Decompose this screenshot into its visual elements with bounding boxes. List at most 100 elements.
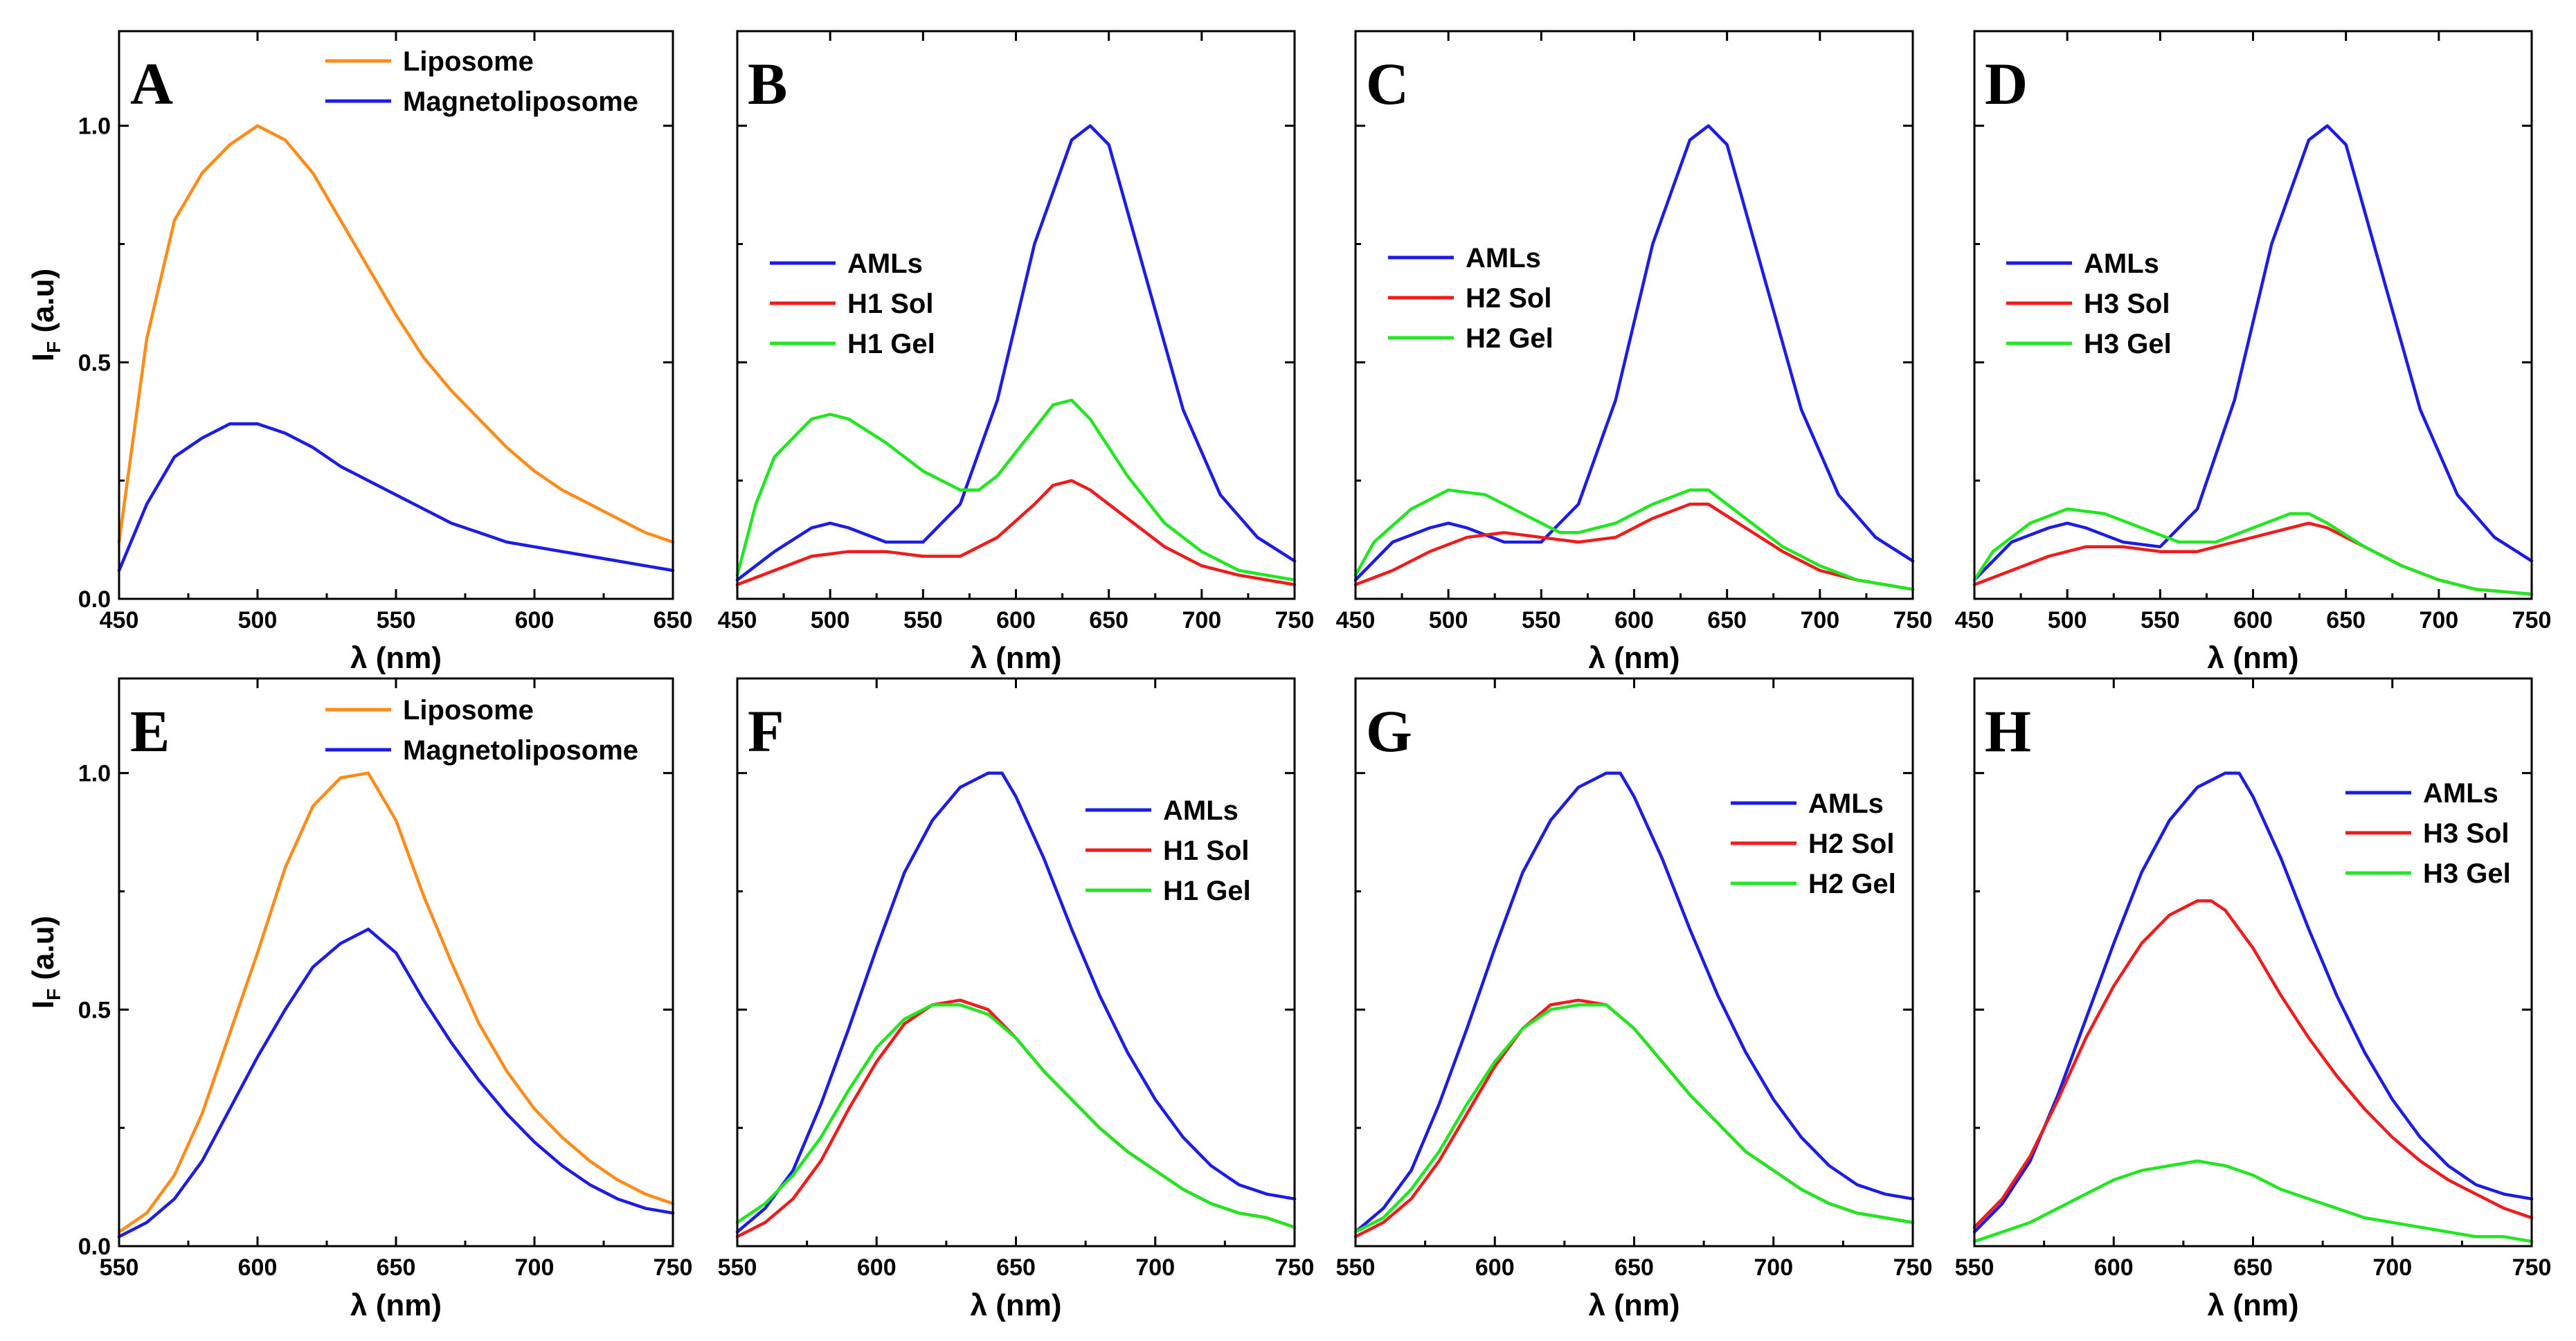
x-tick-label: 600 (1614, 607, 1654, 633)
x-tick-label: 500 (238, 607, 278, 633)
x-tick-label: 600 (515, 607, 555, 633)
x-tick-label: 450 (100, 607, 139, 633)
plot-frame (1973, 677, 2533, 1248)
x-tick-label: 700 (2419, 607, 2458, 633)
legend-label: AMLs (2084, 249, 2159, 279)
legend-label: H2 Sol (1808, 829, 1894, 859)
y-tick-label: 1.0 (78, 114, 111, 140)
panel-e: 550 600 650 700 750 0.0 0.5 1.0 λ (nm) IF (a.u) E L… (26, 677, 693, 1322)
series-h2-gel-line (1353, 488, 1915, 591)
x-tick-label: 700 (1754, 1254, 1793, 1281)
x-tick-label: 550 (2141, 607, 2180, 633)
x-tick-label: 500 (811, 607, 850, 633)
panel-letter: E (130, 698, 170, 764)
legend: AMLs H2 Sol H2 Gel (1388, 243, 1553, 354)
x-axis-label: λ (nm) (350, 1288, 442, 1322)
legend-label: AMLs (1808, 789, 1884, 819)
series-h3-sol-line (1972, 899, 2534, 1229)
legend: AMLs H3 Sol H3 Gel (2006, 249, 2172, 359)
legend-label: H1 Gel (847, 329, 935, 359)
legend-label: H2 Gel (1808, 869, 1896, 899)
x-tick-label: 750 (1893, 1254, 1933, 1281)
panel-letter: F (748, 698, 784, 764)
legend-label: AMLs (1466, 243, 1541, 273)
legend-label: H3 Sol (2423, 818, 2509, 849)
x-tick-label: 750 (1275, 607, 1315, 633)
series-liposome-line (117, 771, 675, 1234)
legend: AMLs H3 Sol H3 Gel (2345, 778, 2511, 889)
series-h3-gel-line (1972, 1159, 2534, 1243)
panel-f: 550 600 650 700 750 λ (nm) F AMLs H1 Sol H1 Gel (718, 677, 1314, 1322)
x-tick-label: 500 (1429, 607, 1468, 633)
series-amls-line (735, 771, 1297, 1234)
series-amls-line (735, 124, 1297, 582)
x-tick-label: 650 (996, 1254, 1036, 1281)
panel-c: 450 500 550 600 650 700 750 λ (nm) C AMLs H2 Sol H2… (1336, 30, 1933, 675)
series-h1-gel-line (735, 1003, 1297, 1229)
x-tick-label: 700 (1182, 607, 1221, 633)
x-tick-label: 650 (1089, 607, 1128, 633)
series-h2-sol-line (1353, 503, 1915, 591)
x-tick-label: 650 (377, 1254, 416, 1281)
x-tick-label: 600 (2233, 607, 2273, 633)
x-tick-label: 650 (1614, 1254, 1654, 1281)
y-axis-label: IF (a.u) (26, 916, 64, 1009)
legend-label: H2 Gel (1466, 323, 1553, 354)
series-h3-gel-line (1972, 507, 2534, 596)
legend-label: Magnetoliposome (403, 735, 638, 766)
panel-letter: G (1366, 698, 1412, 764)
series-h2-gel-line (1353, 1003, 1915, 1234)
x-tick-label: 650 (1707, 607, 1747, 633)
x-tick-label: 600 (857, 1254, 897, 1281)
x-tick-label: 450 (1336, 607, 1376, 633)
x-tick-label: 650 (2233, 1254, 2273, 1281)
series-amls-line (1353, 771, 1915, 1234)
x-tick-label: 550 (903, 607, 943, 633)
x-tick-label: 450 (718, 607, 757, 633)
panel-letter: H (1985, 698, 2031, 764)
series-amls-line (1353, 124, 1915, 582)
panel-letter: A (130, 51, 173, 117)
y-tick-label: 0.0 (78, 1234, 111, 1260)
legend-label: H3 Gel (2084, 329, 2172, 359)
x-tick-label: 500 (2048, 607, 2087, 633)
panel-h: 550 600 650 700 750 λ (nm) H AMLs H3 Sol H3 Gel (1955, 677, 2552, 1322)
legend-label: AMLs (847, 249, 923, 279)
x-tick-label: 700 (2372, 1254, 2412, 1281)
legend-label: Liposome (403, 695, 534, 726)
x-tick-label: 750 (654, 1254, 693, 1281)
x-tick-label: 600 (996, 607, 1036, 633)
x-axis-label: λ (nm) (2208, 641, 2299, 675)
x-tick-label: 550 (1955, 1254, 1994, 1281)
legend-label: AMLs (2423, 778, 2498, 809)
y-tick-label: 1.0 (78, 761, 111, 787)
x-tick-label: 450 (1955, 607, 1994, 633)
x-tick-label: 750 (2512, 607, 2552, 633)
panel-letter: B (748, 51, 787, 117)
legend-label: H1 Sol (847, 289, 933, 319)
x-tick-label: 750 (1893, 607, 1933, 633)
legend: Liposome Magnetoliposome (325, 46, 638, 117)
x-tick-label: 700 (1135, 1254, 1175, 1281)
x-tick-label: 550 (1522, 607, 1561, 633)
x-axis-label: λ (nm) (1589, 641, 1680, 675)
x-axis-label: λ (nm) (971, 641, 1062, 675)
x-axis-label: λ (nm) (1589, 1288, 1680, 1322)
legend: AMLs H1 Sol H1 Gel (770, 249, 935, 359)
legend-label: H3 Gel (2423, 858, 2511, 889)
panel-letter: D (1985, 51, 2028, 117)
y-tick-label: 0.0 (78, 586, 111, 613)
legend-label: H1 Sol (1163, 836, 1249, 866)
y-tick-label: 0.5 (78, 997, 111, 1023)
x-axis-label: λ (nm) (350, 641, 442, 675)
plot-frame (736, 30, 1296, 600)
x-tick-label: 550 (100, 1254, 139, 1281)
x-tick-label: 550 (377, 607, 416, 633)
x-tick-label: 750 (2512, 1254, 2552, 1281)
series-h1-sol-line (735, 478, 1297, 586)
panel-b: 450 500 550 600 650 700 750 λ (nm) B AMLs H1 Sol H1… (718, 30, 1315, 675)
legend-label: AMLs (1163, 795, 1239, 826)
series-liposome-line (117, 124, 675, 544)
legend-label: H2 Sol (1466, 283, 1551, 314)
series-amls-line (1972, 124, 2534, 582)
